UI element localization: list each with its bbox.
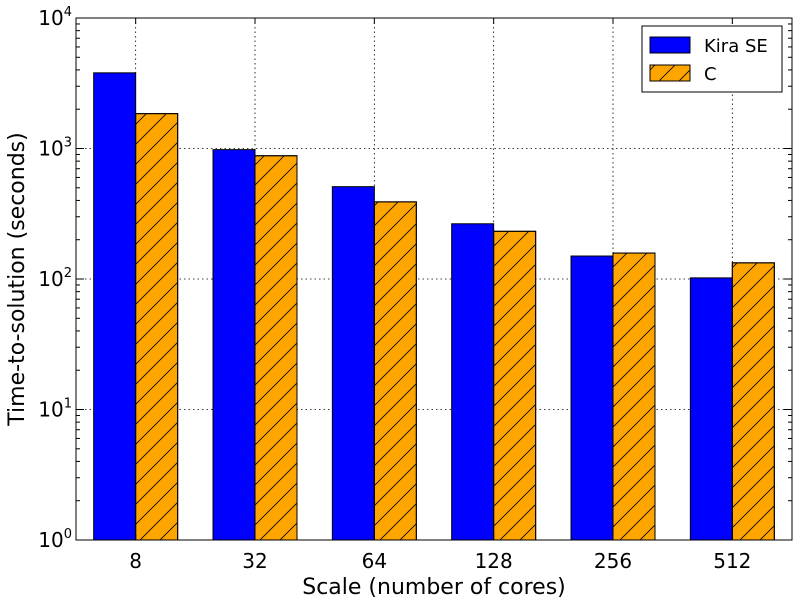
bar-kira-se (689, 277, 733, 541)
bar-kira-se (331, 186, 375, 541)
legend-swatch-c-hatch (649, 64, 691, 82)
bar-hatch-c (612, 252, 656, 541)
x-tick-label: 128 (475, 549, 513, 573)
legend-label-kira-se: Kira SE (704, 36, 768, 57)
y-tick-label: 100 (38, 527, 72, 552)
y-tick-labels: 100 101 102 103 104 (38, 5, 72, 552)
bar-kira-se (212, 149, 256, 541)
y-axis-label: Time-to-solution (seconds) (5, 132, 30, 426)
bar-hatch-c (373, 201, 417, 541)
y-tick-label: 102 (38, 266, 72, 291)
y-tick-label: 103 (38, 136, 72, 161)
y-tick-label: 101 (38, 397, 72, 422)
bar-hatch-c (731, 262, 775, 541)
x-axis-label: Scale (number of cores) (302, 575, 566, 600)
x-tick-labels: 8 32 64 128 256 512 (129, 549, 751, 573)
bar-hatch-c (493, 230, 537, 541)
bar-kira-se (570, 255, 614, 541)
legend-label-c: C (704, 64, 717, 85)
plot-background (76, 18, 792, 540)
tick-marks (76, 17, 792, 541)
x-tick-label: 512 (713, 549, 751, 573)
bar-hatch-c (254, 155, 298, 541)
bar-kira-se (451, 223, 495, 541)
x-tick-label: 64 (362, 549, 387, 573)
bar-marks (93, 72, 775, 541)
y-tick-label: 104 (38, 5, 72, 30)
legend-swatch-kira-se (649, 36, 691, 54)
x-tick-label: 256 (594, 549, 632, 573)
x-tick-label: 8 (129, 549, 142, 573)
x-tick-label: 32 (242, 549, 267, 573)
bar-kira-se (93, 72, 137, 541)
legend: Kira SE C (641, 25, 783, 93)
bar-hatch-c (135, 113, 179, 541)
